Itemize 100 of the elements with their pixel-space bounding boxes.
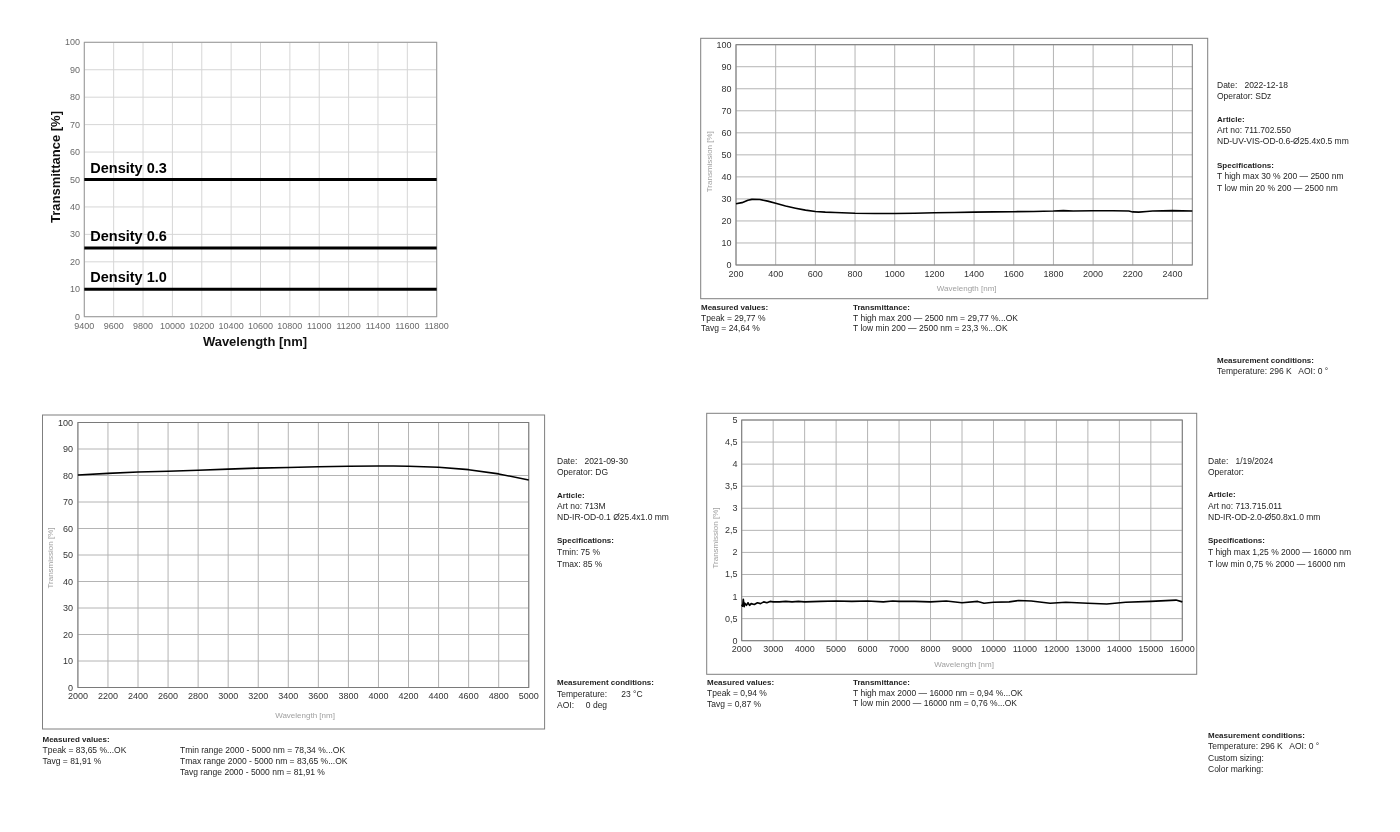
x-axis-title: Wavelength [nm] [934,659,994,669]
x-tick-label: 11600 [395,320,420,331]
text: T high max 30 % 200 — 2500 nm [1217,171,1344,181]
x-tick-label: 9000 [951,644,973,654]
y-tick-label: 0 [74,311,80,322]
text: Operator: [1208,466,1244,477]
y-tick-label: 1,5 [724,569,738,580]
y-tick-label: 20 [62,629,73,640]
x-tick-label: 3600 [308,691,329,701]
x-tick-label: 9600 [103,320,124,331]
x-tick-label: 3400 [278,691,299,701]
x-tick-label: 11400 [365,320,391,331]
x-tick-label: 6000 [857,644,878,654]
x-tick-label: 12000 [1043,644,1069,654]
series-label: Density 0.6 [90,228,167,245]
y-tick-label: 0,5 [724,613,738,624]
x-tick-label: 2000 [731,644,752,654]
text: Tmax: 85 % [557,559,603,569]
x-tick-label: 4800 [488,691,509,701]
x-tick-label: 10600 [247,320,274,331]
y-tick-label: 70 [721,105,732,116]
text: T low min 200 — 2500 nm = 23,3 %...OK [853,323,1008,333]
text: Transmittance: [853,677,910,687]
y-tick-label: 100 [716,39,732,50]
x-tick-label: 1400 [964,268,985,279]
y-tick-label: 100 [57,417,73,428]
x-tick-label: 1800 [1043,268,1064,279]
x-tick-label: 2200 [97,691,118,701]
x-tick-label: 1000 [884,268,905,279]
y-tick-label: 40 [721,171,732,182]
text: Transmittance: [853,302,910,312]
text: T high max 2000 — 16000 nm = 0,94 %...OK [853,687,1024,698]
x-tick-label: 4200 [398,691,419,701]
x-tick-label: 600 [807,268,823,279]
y-tick-label: 1 [732,591,738,602]
text: Tavg = 24,64 % [701,323,761,333]
x-tick-label: 11200 [336,320,361,331]
x-tick-label: 3800 [338,691,359,701]
text: Temperature: 23 °C [557,689,643,699]
text: Tpeak = 0,94 % [707,688,768,698]
text: Tmax range 2000 - 5000 nm = 83,65 %...OK [180,756,348,766]
text: Tavg = 0,87 % [707,699,762,709]
y-tick-label: 0 [67,682,73,693]
text: Article: [1217,114,1245,124]
y-tick-label: 50 [69,174,80,185]
text: T low min 2000 — 16000 nm = 0,76 %...OK [853,698,1018,708]
text: ND-UV-VIS-OD-0.6-Ø25.4x0.5 mm [1217,136,1349,146]
text: T high max 1,25 % 2000 — 16000 nm [1208,547,1352,557]
x-tick-label: 2200 [1122,268,1143,279]
x-tick-label: 2000 [1083,268,1104,279]
x-tick-label: 11800 [424,320,449,331]
text: Date: 2022-12-18 [1217,80,1289,90]
x-tick-label: 10200 [189,320,215,331]
text: AOI: 0 deg [557,700,608,710]
y-tick-label: 90 [62,444,73,454]
x-tick-label: 10000 [159,320,185,331]
y-tick-label: 10 [69,284,80,295]
x-tick-label: 10400 [218,320,244,331]
y-tick-label: 30 [69,229,80,240]
y-tick-label: 80 [62,470,73,481]
y-tick-label: 80 [69,92,80,103]
x-tick-label: 2600 [158,691,179,701]
y-tick-label: 60 [62,523,73,534]
x-tick-label: 4000 [368,691,389,701]
y-axis-title: Transmittance [%] [47,111,63,223]
text: Operator: SDz [1217,91,1272,101]
text: Custom sizing: [1208,752,1264,763]
text: Tmin range 2000 - 5000 nm = 78,34 %...OK [180,745,346,755]
x-tick-label: 4600 [458,691,479,701]
y-tick-label: 40 [62,576,73,587]
x-tick-label: 10800 [277,320,303,331]
y-tick-label: 30 [721,193,732,204]
text: Temperature: 296 K AOI: 0 ° [1208,741,1320,751]
text: Measurement conditions: [557,677,654,687]
text: Art no: 713M [557,501,606,511]
x-axis-title: Wavelength [nm] [936,284,997,293]
x-tick-label: 11000 [1012,644,1038,654]
y-tick-label: 4,5 [724,437,738,448]
text: ND-IR-OD-2.0-Ø50.8x1.0 mm [1208,512,1321,522]
x-tick-label: 3000 [218,691,239,701]
y-tick-label: 60 [721,127,732,138]
text: Article: [557,490,585,500]
text: Specifications: [1217,160,1274,170]
text: Temperature: 296 K AOI: 0 ° [1217,366,1329,376]
x-tick-label: 15000 [1138,644,1164,654]
y-tick-label: 10 [62,656,73,666]
x-tick-label: 5000 [826,644,847,654]
y-tick-label: 2,5 [724,525,738,536]
text: ND-IR-OD-0.1 Ø25.4x1.0 mm [557,512,669,522]
x-tick-label: 9800 [133,320,154,331]
x-tick-label: 8000 [920,644,941,654]
y-tick-label: 5 [732,415,738,425]
x-tick-label: 2000 [67,691,88,701]
text: Tavg = 81,91 % [42,756,102,766]
y-axis-title: Transmission [%] [710,507,720,569]
y-tick-label: 0 [726,260,732,270]
y-tick-label: 4 [732,459,738,470]
text: Measurement conditions: [1217,355,1314,365]
series-label: Density 1.0 [90,269,167,286]
text: Art no: 713.715.011 [1208,501,1283,511]
